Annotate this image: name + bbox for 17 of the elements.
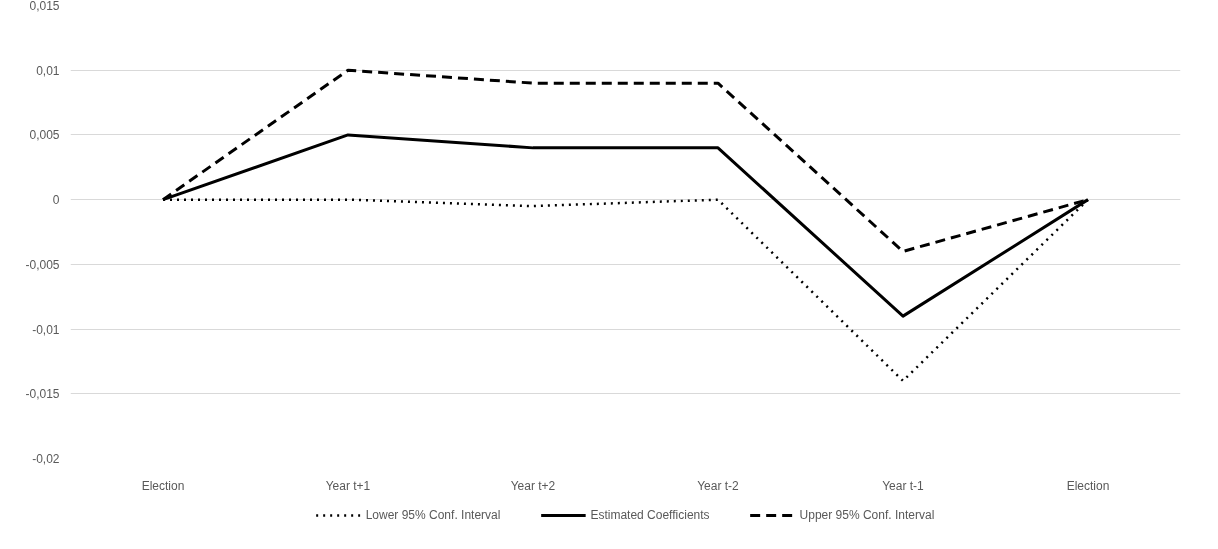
y-tick-label: -0,015 bbox=[25, 387, 60, 402]
y-tick-label: 0,01 bbox=[36, 63, 60, 78]
y-tick-label: -0,01 bbox=[32, 322, 60, 337]
x-tick-label: Election bbox=[141, 478, 185, 493]
legend-label: Upper 95% Conf. Interval bbox=[799, 508, 935, 522]
x-tick-label: Election bbox=[1066, 478, 1110, 493]
x-tick-label: Year t-2 bbox=[697, 478, 740, 493]
y-tick-label: 0,015 bbox=[29, 0, 60, 13]
x-tick-label: Year t+2 bbox=[510, 478, 556, 493]
y-tick-label: -0,005 bbox=[25, 257, 60, 272]
x-tick-label: Year t+1 bbox=[325, 478, 371, 493]
y-tick-label: -0,02 bbox=[32, 452, 60, 466]
y-tick-label: 0 bbox=[52, 193, 60, 208]
legend-label: Estimated Coefficients bbox=[590, 508, 710, 522]
legend-label: Lower 95% Conf. Interval bbox=[365, 508, 501, 522]
x-tick-label: Year t-1 bbox=[882, 478, 925, 493]
y-tick-label: 0,005 bbox=[29, 128, 60, 143]
